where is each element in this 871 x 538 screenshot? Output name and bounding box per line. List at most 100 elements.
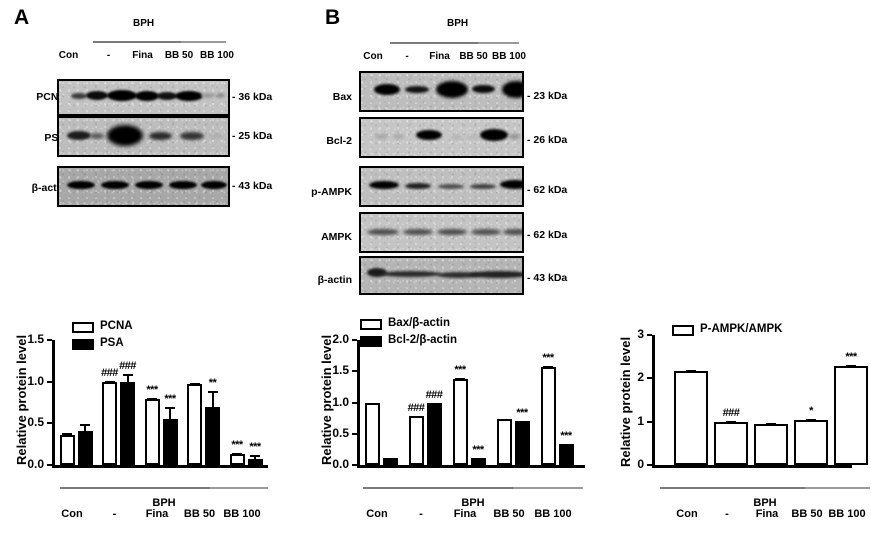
y-tick bbox=[47, 380, 52, 383]
bph-bracket-line-1 bbox=[60, 487, 210, 489]
significance-marker: *** bbox=[454, 364, 466, 377]
legend-label: Bax/β-actin bbox=[388, 317, 450, 329]
error-bar bbox=[211, 390, 214, 407]
x-axis bbox=[52, 465, 268, 468]
bph-bracket-line-1 bbox=[660, 487, 805, 489]
bar bbox=[229, 454, 245, 465]
y-tick-label: 1.5 bbox=[27, 332, 44, 346]
bar bbox=[496, 419, 512, 465]
bar bbox=[514, 421, 530, 465]
y-tick bbox=[647, 377, 652, 380]
x-tick-label: - bbox=[419, 508, 423, 520]
significance-marker: *** bbox=[542, 351, 554, 364]
y-tick bbox=[352, 339, 357, 341]
error-bar-cap bbox=[232, 453, 242, 456]
significance-marker: *** bbox=[231, 439, 243, 452]
significance-marker: ### bbox=[101, 366, 118, 379]
error-bar-cap bbox=[806, 418, 816, 421]
bar bbox=[205, 406, 220, 465]
significance-marker: *** bbox=[164, 392, 176, 405]
bar bbox=[59, 435, 75, 465]
blot-kda-bactin-b: - 43 kDa bbox=[527, 272, 568, 284]
y-tick bbox=[47, 339, 52, 341]
bar bbox=[144, 399, 160, 465]
blot-kda-psa: - 25 kDa bbox=[232, 130, 273, 142]
chart-pcna-psa: 0.0 0.5 1.0 1.5 Relative protein level ### ###… bbox=[0, 315, 300, 538]
y-tick-label: 1.5 bbox=[332, 363, 349, 378]
legend-swatch bbox=[360, 319, 382, 330]
panel-a-group-header: BPH bbox=[133, 18, 155, 29]
chart-bax-bcl2: 0.0 0.5 1.0 1.5 2.0 Relative protein level ###… bbox=[305, 315, 605, 538]
legend-label: PCNA bbox=[100, 320, 133, 332]
y-tick-label: 0 bbox=[637, 457, 644, 471]
bar bbox=[674, 370, 708, 465]
x-tick-label: Con bbox=[676, 508, 698, 520]
y-tick bbox=[647, 464, 652, 466]
significance-marker: *** bbox=[472, 444, 484, 457]
blot-label-bax: Bax bbox=[332, 91, 352, 103]
error-bar-cap bbox=[250, 455, 260, 457]
y-axis-label: Relative protein level bbox=[319, 334, 334, 465]
y-tick-label: 0.5 bbox=[27, 415, 44, 430]
x-tick-label: Con bbox=[61, 508, 83, 520]
y-tick bbox=[47, 422, 52, 425]
error-bar-cap bbox=[62, 433, 72, 436]
y-tick-label: 1.0 bbox=[27, 373, 44, 388]
blot-image-bcl2 bbox=[359, 117, 524, 158]
legend-label: PSA bbox=[100, 337, 124, 349]
bar bbox=[162, 419, 178, 465]
blot-kda-pcna: - 36 kDa bbox=[232, 91, 273, 103]
y-tick bbox=[647, 420, 652, 423]
panel-b-group-line-2 bbox=[478, 42, 519, 44]
panel-a-lane-label-1: - bbox=[106, 50, 111, 61]
blot-image-bax bbox=[359, 71, 524, 112]
blot-label-bcl2: Bcl-2 bbox=[326, 135, 352, 147]
error-bar-cap bbox=[207, 390, 218, 393]
error-bar-cap bbox=[104, 380, 115, 383]
error-bar-cap bbox=[455, 378, 465, 381]
y-tick bbox=[47, 464, 52, 466]
blot-image-psa bbox=[57, 116, 230, 157]
panel-a-group-line-1 bbox=[93, 41, 181, 43]
bar bbox=[102, 381, 117, 465]
error-bar bbox=[254, 455, 256, 460]
blot-label-ampk: AMPK bbox=[321, 231, 352, 243]
y-tick-label: 2.0 bbox=[332, 332, 349, 346]
blot-image-ampk bbox=[359, 212, 524, 253]
error-bar-cap bbox=[846, 364, 856, 367]
y-axis bbox=[652, 335, 655, 466]
blot-image-pampk bbox=[359, 166, 524, 207]
blot-kda-pampk: - 62 kDa bbox=[527, 184, 568, 196]
significance-marker: *** bbox=[516, 407, 528, 420]
significance-marker: *** bbox=[560, 430, 572, 443]
panel-b-lane-label-1: - bbox=[405, 51, 409, 62]
bar bbox=[382, 457, 398, 465]
significance-marker: *** bbox=[845, 350, 857, 363]
bar bbox=[364, 402, 380, 465]
bph-bracket-line-2 bbox=[805, 487, 870, 489]
y-tick-label: 0.0 bbox=[27, 457, 44, 471]
x-tick-label: - bbox=[725, 508, 729, 520]
blot-image-pcna bbox=[57, 79, 230, 116]
y-tick bbox=[352, 370, 357, 373]
panel-b-lane-label-4: BB 100 bbox=[492, 51, 526, 62]
x-tick-label: BB 100 bbox=[534, 508, 572, 520]
y-axis-label: Relative protein level bbox=[14, 334, 29, 465]
legend-swatch bbox=[72, 339, 94, 350]
x-tick-label: Fina bbox=[145, 508, 169, 520]
y-axis bbox=[52, 340, 55, 466]
x-axis bbox=[357, 465, 585, 468]
panel-a-lane-label-0: Con bbox=[58, 50, 79, 61]
y-tick-label: 1.0 bbox=[332, 394, 349, 409]
error-bar-cap bbox=[189, 383, 200, 386]
bar bbox=[834, 366, 868, 465]
panel-b-lane-label-0: Con bbox=[363, 51, 383, 62]
legend-swatch bbox=[72, 322, 94, 333]
error-bar-cap bbox=[543, 365, 553, 368]
y-tick bbox=[647, 334, 652, 336]
error-bar-cap bbox=[122, 374, 133, 377]
significance-marker: * bbox=[809, 404, 813, 417]
bar bbox=[187, 384, 202, 465]
error-bar-cap bbox=[726, 420, 736, 423]
blot-image-bactin-a bbox=[57, 166, 230, 207]
